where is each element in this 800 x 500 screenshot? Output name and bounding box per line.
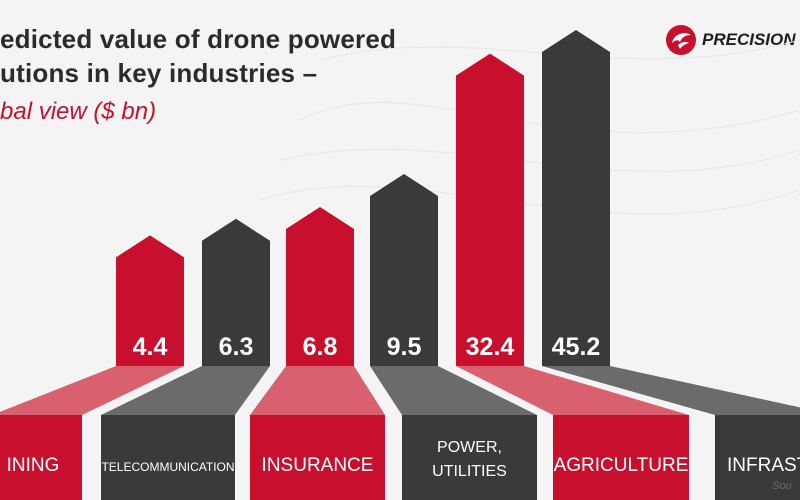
- ribbon-0: [0, 366, 184, 415]
- category-box-4: [553, 415, 689, 500]
- ribbon-2: [250, 366, 385, 415]
- category-box-5: [715, 415, 800, 500]
- category-box-1: [101, 415, 235, 500]
- chart-title-line-1: edicted value of drone powered: [0, 24, 397, 54]
- bar-arrow-4: [456, 53, 524, 366]
- bar-arrow-1: [202, 218, 270, 366]
- ribbon-1: [101, 366, 270, 415]
- precision-logo: PRECISION: [664, 22, 796, 58]
- bar-arrow-3: [370, 173, 438, 366]
- background-lines: [259, 39, 800, 215]
- value-label-4: 32.4: [466, 333, 515, 361]
- value-label-5: 45.2: [552, 333, 601, 361]
- category-label-3-line-1: UTILITIES: [432, 463, 507, 480]
- bar-arrow-0: [116, 235, 184, 366]
- category-label-4: AGRICULTURE: [554, 455, 689, 476]
- bar-arrow-2: [286, 207, 354, 366]
- category-label-0: INING: [7, 455, 60, 476]
- logo-text: PRECISION: [702, 30, 796, 49]
- category-label-3-line-0: POWER,: [437, 439, 502, 456]
- value-label-2: 6.8: [303, 333, 338, 361]
- category-boxes-layer: INING TELECOMMUNICATION INSURANCE POWER, UTI…: [0, 415, 800, 500]
- category-box-3: [402, 415, 537, 500]
- category-label-2: INSURANCE: [262, 455, 374, 476]
- ribbon-5: [542, 366, 800, 415]
- value-label-1: 6.3: [219, 333, 254, 361]
- bar-arrow-5: [542, 30, 610, 366]
- chart-title-line-2: utions in key industries –: [0, 58, 318, 88]
- category-box-2: [250, 415, 385, 500]
- background-line-3: [279, 148, 800, 172]
- category-box-0: [0, 415, 82, 500]
- background-line-1: [259, 185, 800, 215]
- value-label-0: 4.4: [133, 333, 168, 361]
- source-note: Sou: [772, 480, 792, 492]
- ribbons-layer: [0, 366, 800, 415]
- ribbon-4: [456, 366, 689, 415]
- value-label-3: 9.5: [387, 333, 422, 361]
- category-label-5: INFRASTRU: [727, 455, 800, 476]
- category-label-1: TELECOMMUNICATION: [101, 460, 234, 474]
- arrow-bars-layer: 4.4 6.3 6.8 9.5 32.4 45.2: [116, 30, 610, 366]
- precision-hawk-logo-icon: [666, 25, 696, 55]
- ribbon-3: [370, 366, 537, 415]
- chart-subtitle: bal view ($ bn): [0, 98, 157, 125]
